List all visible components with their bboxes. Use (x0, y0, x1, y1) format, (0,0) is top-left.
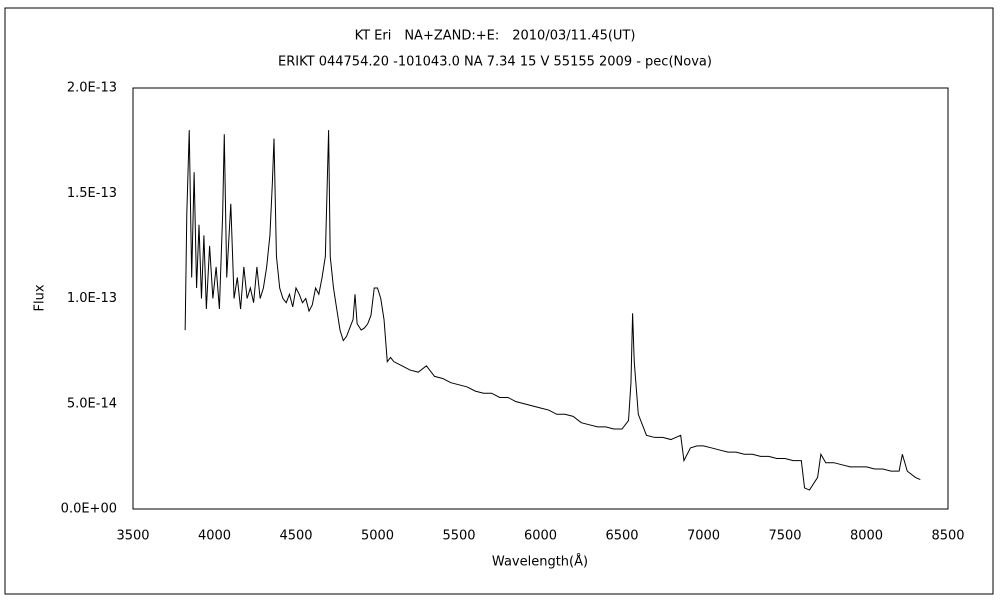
x-tick-label: 8500 (931, 529, 964, 544)
y-tick-label: 0.0E+00 (61, 502, 117, 517)
chart-title: KT Eri NA+ZAND:+E: 2010/03/11.45(UT) (355, 29, 636, 44)
x-tick-label: 4000 (198, 529, 231, 544)
x-axis-label: Wavelength(Å) (492, 554, 588, 570)
x-tick-label: 6000 (524, 529, 557, 544)
frame (4, 7, 994, 595)
y-tick-label: 1.0E-13 (67, 291, 117, 306)
spectrum-line (184, 130, 921, 491)
x-tick-label: 4500 (279, 529, 312, 544)
x-tick-label: 5500 (442, 529, 475, 544)
plot-area (132, 87, 949, 510)
y-tick-label: 1.5E-13 (67, 186, 117, 201)
y-tick-label: 2.0E-13 (67, 81, 117, 96)
y-axis-label: Flux (33, 284, 48, 311)
x-tick-label: 7500 (768, 529, 801, 544)
y-tick-label: 5.0E-14 (67, 396, 117, 411)
x-tick-label: 7000 (687, 529, 720, 544)
x-tick-label: 6500 (605, 529, 638, 544)
chart-subtitle: ERIKT 044754.20 -101043.0 NA 7.34 15 V 5… (278, 55, 712, 70)
x-tick-label: 5000 (361, 529, 394, 544)
x-tick-label: 8000 (850, 529, 883, 544)
x-tick-label: 3500 (116, 529, 149, 544)
